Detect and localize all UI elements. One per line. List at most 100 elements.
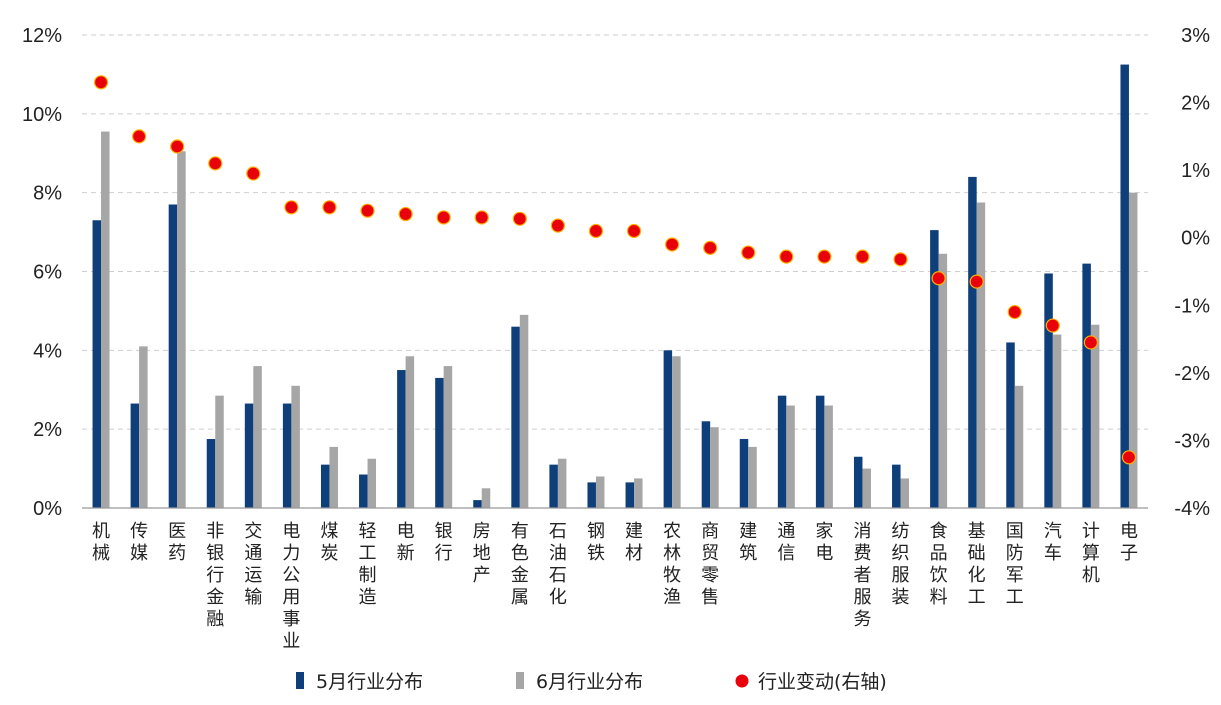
- dot-change: [474, 210, 489, 225]
- y-left-tick: 0%: [33, 498, 62, 520]
- bar-may: [549, 464, 558, 508]
- bar-may: [587, 482, 596, 508]
- category-label: 传媒: [130, 521, 148, 564]
- dot-change: [550, 218, 565, 233]
- dot-change: [588, 223, 604, 239]
- bar-may: [1082, 263, 1091, 508]
- category-label: 消费者服务: [853, 521, 871, 630]
- bar-may: [206, 439, 216, 508]
- dot-change: [817, 249, 832, 264]
- bar-may: [244, 403, 254, 508]
- category-label: 房地产: [473, 521, 491, 586]
- legend: 5月行业分布 6月行业分布 行业变动(右轴): [296, 671, 887, 693]
- y-right-tick: 0%: [1181, 228, 1210, 250]
- bar-may: [397, 370, 406, 508]
- category-label: 银行: [435, 521, 453, 564]
- bar-may: [663, 350, 673, 508]
- bar-june: [1052, 334, 1062, 508]
- category-label: 建材: [625, 521, 643, 564]
- dot-change: [665, 237, 680, 252]
- y-right-tick: 2%: [1181, 93, 1210, 115]
- bar-june: [900, 478, 910, 508]
- dot-change: [1045, 318, 1060, 333]
- bar-june: [634, 478, 643, 508]
- bar-june: [329, 446, 338, 508]
- grid-lines: [82, 34, 1148, 430]
- bar-june: [862, 468, 871, 508]
- bar-june: [672, 356, 681, 508]
- bar-june: [291, 385, 300, 508]
- category-label: 电子: [1120, 521, 1138, 564]
- dot-change: [741, 245, 756, 260]
- bar-june: [101, 131, 110, 508]
- bar-may: [777, 395, 787, 508]
- bar-may: [359, 474, 368, 508]
- category-label: 食品饮料: [930, 521, 948, 608]
- dot-change: [398, 206, 413, 222]
- category-label: 非银行金融: [206, 521, 224, 630]
- y-right-tick-labels: -4% -3% -2% -1% 0% 1% 2% 3%: [1174, 25, 1210, 520]
- bar-june: [557, 458, 567, 508]
- bar-may: [473, 500, 482, 508]
- dot-change: [170, 139, 185, 154]
- category-label: 轻工制造: [359, 521, 377, 608]
- bar-june: [710, 427, 719, 508]
- dot-change: [132, 129, 147, 144]
- bar-may: [320, 464, 330, 508]
- category-label: 汽车: [1044, 521, 1062, 564]
- y-right-tick: 3%: [1181, 25, 1210, 47]
- category-label: 家电: [815, 521, 833, 564]
- dot-change: [322, 200, 337, 215]
- category-label: 钢铁: [587, 521, 605, 564]
- dot-change: [703, 240, 718, 255]
- bar-may: [1006, 342, 1015, 508]
- category-label: 农林牧渔: [663, 521, 681, 608]
- category-label: 电新: [397, 521, 415, 564]
- bar-may: [1120, 64, 1129, 508]
- dot-group: [93, 75, 1137, 465]
- category-label: 通信: [777, 521, 795, 564]
- bar-may: [892, 464, 901, 508]
- bar-june: [1128, 192, 1138, 509]
- dot-change: [512, 211, 527, 226]
- bar-group: [92, 64, 1138, 509]
- category-label: 建筑: [739, 521, 757, 564]
- legend-label-may: 5月行业分布: [316, 671, 423, 693]
- y-right-tick: -4%: [1174, 498, 1210, 520]
- bar-may: [168, 204, 178, 509]
- y-left-tick: 6%: [33, 262, 62, 284]
- bar-june: [1014, 385, 1024, 508]
- category-label: 有色金属: [511, 521, 529, 608]
- legend-swatch-may: [296, 672, 304, 689]
- dot-change: [208, 156, 223, 171]
- bar-june: [519, 314, 529, 508]
- legend-label-change: 行业变动(右轴): [758, 671, 887, 693]
- legend-marker-change: [735, 674, 749, 688]
- y-right-tick: 1%: [1181, 160, 1210, 182]
- bar-may: [815, 395, 825, 508]
- bar-may: [739, 439, 749, 508]
- dot-change: [246, 166, 261, 181]
- category-label: 煤炭: [320, 521, 338, 564]
- category-label: 国防军工: [1006, 521, 1024, 608]
- legend-label-june: 6月行业分布: [536, 671, 643, 693]
- y-left-tick: 10%: [22, 104, 62, 126]
- bar-june: [139, 346, 148, 508]
- bar-may: [1044, 273, 1053, 508]
- bar-may: [968, 176, 977, 508]
- y-left-tick: 2%: [33, 419, 62, 441]
- y-right-tick: -1%: [1174, 295, 1210, 317]
- bar-june: [367, 458, 377, 508]
- category-label: 电力公用事业: [282, 521, 300, 652]
- y-right-tick: -2%: [1174, 363, 1210, 385]
- category-label: 基础化工: [968, 521, 986, 608]
- bar-june: [481, 488, 491, 508]
- bar-may: [92, 220, 102, 508]
- bar-june: [786, 405, 795, 508]
- bar-may: [282, 403, 292, 508]
- bar-june: [748, 446, 757, 508]
- bar-may: [853, 456, 863, 508]
- legend-swatch-june: [516, 672, 524, 689]
- category-label: 石油石化: [549, 521, 567, 608]
